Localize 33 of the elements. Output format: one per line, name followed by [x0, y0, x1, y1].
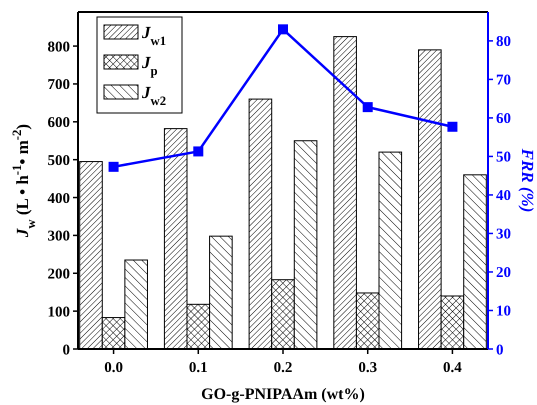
y2-tick-label: 80: [496, 34, 511, 50]
y-tick-label: 400: [48, 190, 70, 207]
legend-label: J$_{w1}$: [141, 23, 166, 48]
legend-label: J$_{p}$: [141, 53, 158, 78]
y2-tick-label: 40: [496, 188, 511, 204]
y2-tick-label: 10: [496, 304, 511, 320]
y-tick-label: 600: [48, 115, 70, 132]
y2-tick-label: 70: [496, 72, 511, 89]
point: [108, 162, 119, 172]
x-tick-label: 0.0: [104, 360, 123, 376]
x-tick-label: 0.2: [274, 360, 292, 376]
x-axis-title: GO-g-PNIPAAm (wt%): [201, 386, 365, 403]
y-tick-label: 100: [48, 304, 70, 320]
y-tick-label: 500: [48, 152, 70, 169]
x-tick-label: 0.4: [443, 360, 462, 376]
y-tick-label: 0: [62, 342, 70, 358]
y-tick-label: 800: [48, 39, 70, 56]
legend-label: J$_{w2}$: [141, 83, 166, 108]
point: [362, 102, 373, 112]
y2-tick-label: 20: [496, 265, 511, 282]
point: [447, 122, 458, 132]
y2-axis-title: FRR (%): [518, 148, 537, 212]
point: [278, 24, 288, 34]
x-tick-label: 0.1: [188, 360, 208, 376]
y-tick-label: 300: [48, 228, 70, 245]
y2-tick-label: 0: [496, 342, 504, 358]
x-tick-label: 0.3: [358, 360, 378, 376]
y-tick-label: 700: [48, 77, 70, 94]
y2-tick-label: 60: [496, 111, 511, 128]
y2-tick-label: 50: [496, 150, 511, 166]
point: [193, 146, 204, 156]
y-tick-label: 200: [48, 266, 70, 283]
y2-tick-label: 30: [496, 226, 511, 243]
